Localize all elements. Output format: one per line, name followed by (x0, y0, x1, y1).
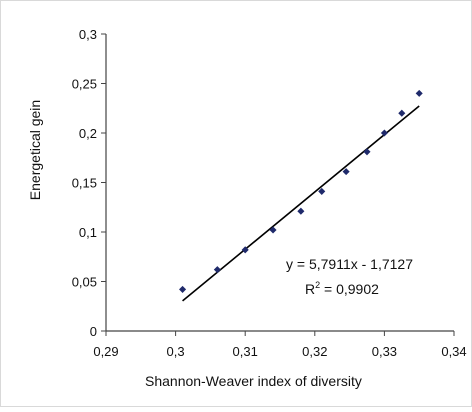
x-tick-label: 0,32 (302, 344, 327, 359)
r-squared-label: R2 = 0,9902 (305, 280, 379, 297)
y-tick-label: 0,2 (79, 126, 97, 141)
data-point (241, 246, 249, 254)
data-point (398, 109, 406, 117)
data-point (415, 89, 423, 97)
x-tick-label: 0,33 (372, 344, 397, 359)
x-ticks: 0,29 0,3 0,31 0,32 0,33 0,34 (93, 331, 467, 359)
r-squared-prefix: R (305, 281, 315, 297)
data-point (380, 129, 388, 137)
data-point (363, 148, 371, 156)
trendline (182, 105, 420, 302)
y-tick-label: 0,3 (79, 27, 97, 42)
x-tick-label: 0,3 (167, 344, 185, 359)
data-point (342, 168, 350, 176)
data-point (318, 187, 326, 195)
data-point (213, 266, 221, 274)
x-axis-title: Shannon-Weaver index of diversity (145, 373, 362, 389)
r-squared-superscript: 2 (315, 280, 320, 290)
data-point (297, 207, 305, 215)
y-tick-label: 0,1 (79, 225, 97, 240)
y-ticks: 0 0,05 0,1 0,15 0,2 0,25 0,3 (72, 27, 106, 339)
x-tick-label: 0,34 (441, 344, 466, 359)
y-tick-label: 0,15 (72, 176, 97, 191)
data-points (179, 89, 423, 293)
y-tick-label: 0 (90, 324, 97, 339)
y-tick-label: 0,25 (72, 77, 97, 92)
y-tick-label: 0,05 (72, 275, 97, 290)
x-tick-label: 0,29 (93, 344, 118, 359)
data-point (269, 226, 277, 234)
x-tick-label: 0,31 (233, 344, 258, 359)
equation-label: y = 5,7911x - 1,7127 (286, 256, 413, 272)
y-axis-title: Energetical gein (27, 100, 43, 200)
r-squared-suffix: = 0,9902 (320, 281, 379, 297)
data-point (179, 285, 187, 293)
